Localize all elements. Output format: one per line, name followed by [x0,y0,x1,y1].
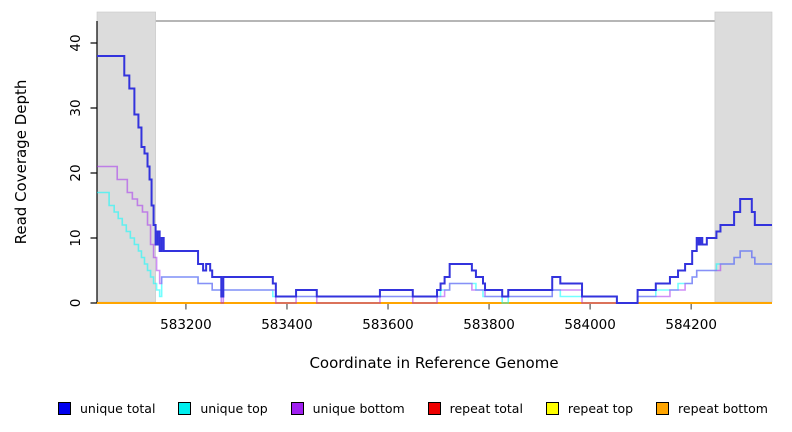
legend-swatch-icon [290,401,304,415]
legend-item-repeat-total: repeat total [427,400,523,416]
x-tick-label: 583600 [362,317,414,333]
x-tick-label: 584000 [564,317,616,333]
series-line-unique-total [97,55,772,304]
right-repeat-region [714,11,773,303]
y-tick-label: 0 [68,299,84,308]
legend-label: unique top [200,400,268,416]
legend-swatch-icon [58,401,71,415]
y-tick-label: 40 [68,34,84,51]
coverage-plot: 583200 583400 583600 583800 584000 584200 0 10 2… [12,11,773,372]
x-tick-label: 583400 [261,317,313,333]
legend-label: unique total [80,400,156,416]
y-tick-label: 20 [68,164,84,181]
legend-item-repeat-top: repeat top [545,400,634,416]
legend: unique total unique top unique bottom repea… [0,396,792,420]
legend-swatch-icon [545,401,559,415]
x-tick-label: 583200 [160,317,212,333]
legend-item-unique-top: unique top [178,400,268,416]
legend-label: repeat bottom [678,400,768,416]
legend-item-unique-bottom: unique bottom [290,400,405,416]
y-tick-label: 30 [68,99,84,116]
legend-swatch-icon [427,401,441,415]
legend-label: unique bottom [312,400,405,416]
legend-item-unique-total: unique total [58,401,155,416]
y-tick-label: 10 [68,229,84,246]
legend-swatch-icon [178,401,192,415]
legend-label: repeat top [567,400,634,416]
x-axis-title: Coordinate in Reference Genome [309,354,558,372]
series-line-unique-top [97,191,772,304]
legend-label: repeat total [449,400,523,416]
x-tick-label: 583800 [463,317,515,333]
x-tick-label: 584200 [665,317,717,333]
y-axis-title: Read Coverage Depth [12,80,30,245]
legend-swatch-icon [656,401,670,415]
legend-item-repeat-bottom: repeat bottom [656,401,768,416]
